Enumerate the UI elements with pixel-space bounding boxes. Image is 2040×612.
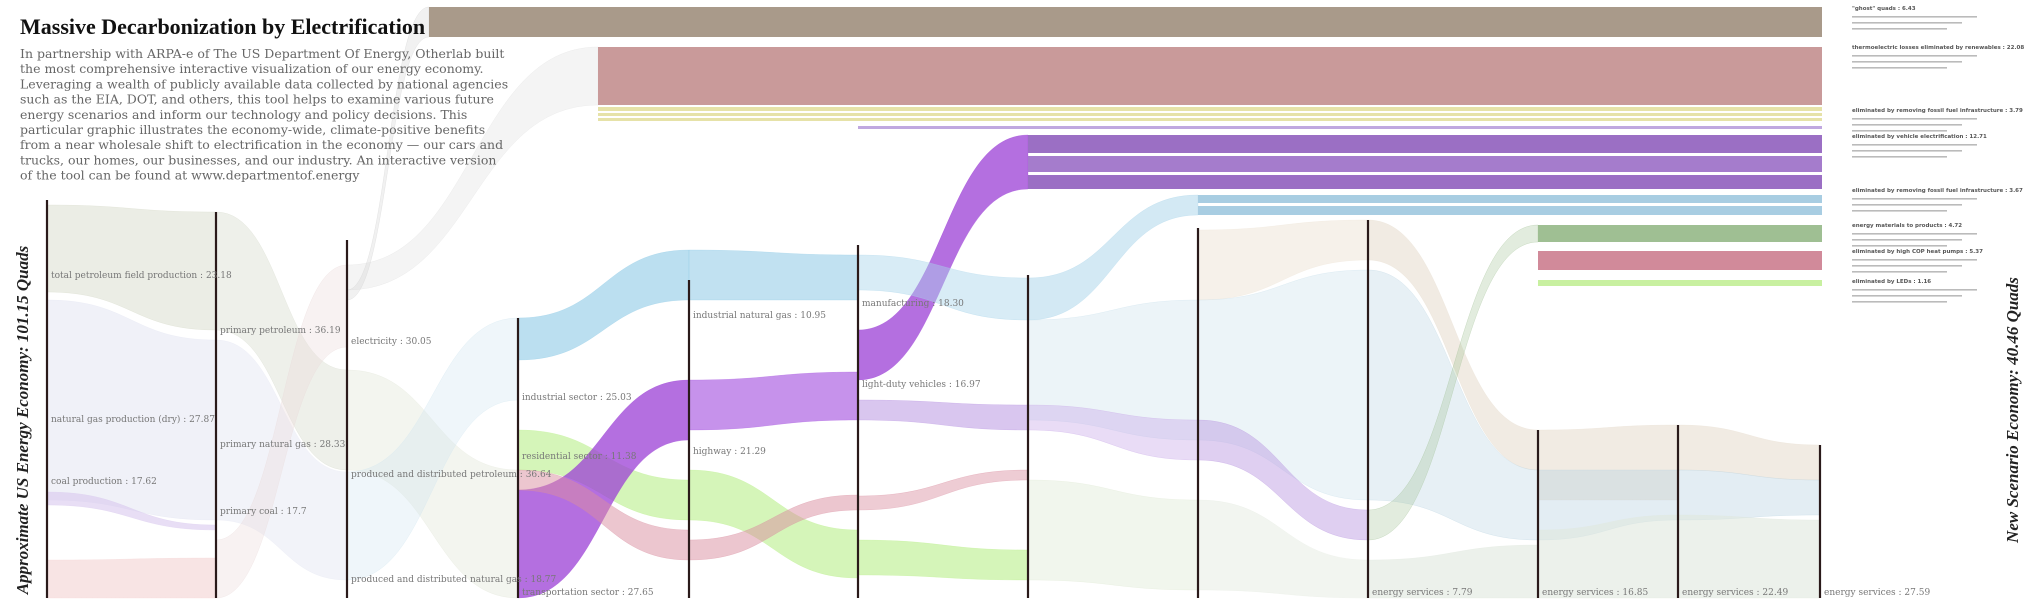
- note-text-line: [1852, 118, 1977, 120]
- block: [598, 107, 1822, 111]
- note-text-line: [1852, 55, 1977, 57]
- note-text-line: [1852, 289, 1977, 291]
- intro-line: energy scenarios and inform our technolo…: [20, 107, 467, 122]
- intro-line: Leveraging a wealth of publicly availabl…: [20, 76, 508, 91]
- note-text-line: [1852, 198, 1977, 200]
- intro-line: particular graphic illustrates the econo…: [20, 122, 485, 137]
- node-label: energy services : 7.79: [1372, 588, 1473, 598]
- block: [1538, 251, 1822, 270]
- note-text-line: [1852, 144, 1977, 146]
- block: [598, 47, 1822, 105]
- node-label: produced and distributed natural gas : 1…: [351, 575, 557, 585]
- intro-line: of the tool can be found at www.departme…: [20, 168, 360, 183]
- flow: [46, 557, 217, 599]
- node-label: energy services : 22.49: [1682, 588, 1788, 598]
- title: Massive Decarbonization by Electrificati…: [20, 14, 425, 39]
- note-text-line: [1852, 130, 1947, 132]
- block: [1538, 280, 1822, 286]
- note-text-line: [1852, 16, 1977, 18]
- notes: "ghost" quads : 6.43 thermoelectric losse…: [1852, 6, 2024, 303]
- note-text-line: [1852, 239, 1962, 241]
- block: [1028, 175, 1822, 189]
- block: [858, 126, 1822, 129]
- intro-line: such as the EIA, DOT, and others, this t…: [20, 92, 494, 107]
- node-label: natural gas production (dry) : 27.87: [51, 414, 215, 425]
- note-text-line: [1852, 259, 1977, 261]
- block: [1028, 156, 1822, 172]
- note-text-line: [1852, 265, 1962, 267]
- note-heading: eliminated by LEDs : 1.16: [1852, 279, 1931, 285]
- note-text-line: [1852, 150, 1962, 152]
- note-text-line: [1852, 295, 1962, 297]
- block: [1198, 195, 1822, 203]
- intro-line: In partnership with ARPA-e of The US Dep…: [20, 46, 504, 61]
- node-label: industrial natural gas : 10.95: [693, 311, 826, 321]
- note-heading: eliminated by vehicle electrification : …: [1852, 134, 1987, 140]
- node-label: total petroleum field production : 23.18: [51, 271, 232, 281]
- node-label: produced and distributed petroleum : 36.…: [351, 470, 552, 480]
- note-heading: eliminated by removing fossil fuel infra…: [1852, 108, 2023, 114]
- node-label: coal production : 17.62: [51, 477, 157, 487]
- flow: [1677, 514, 1821, 599]
- node-label: residential sector : 11.38: [522, 452, 637, 462]
- node-labels: total petroleum field production : 23.18…: [51, 271, 1930, 598]
- block: [1538, 225, 1822, 242]
- block: [1198, 206, 1822, 215]
- node-label: primary petroleum : 36.19: [220, 326, 341, 336]
- node-label: highway : 21.29: [693, 447, 766, 457]
- intro-line: from a near wholesale shift to electrifi…: [20, 137, 503, 152]
- left-label: Approximate US Energy Economy: 101.15 Qu…: [13, 245, 32, 595]
- node-label: energy services : 16.85: [1542, 588, 1648, 598]
- note-text-line: [1852, 233, 1977, 235]
- note-heading: thermoelectric losses eliminated by rene…: [1852, 45, 2024, 51]
- note-heading: energy materials to products : 4.72: [1852, 223, 1962, 229]
- block: [1028, 135, 1822, 153]
- note-text-line: [1852, 28, 1947, 30]
- intro-line: the most comprehensive interactive visua…: [20, 61, 484, 76]
- note-text-line: [1852, 204, 1962, 206]
- note-text-line: [1852, 61, 1962, 63]
- note-text-line: [1852, 245, 1947, 247]
- block: [598, 113, 1822, 116]
- node-label: manufacturing : 18.30: [862, 299, 964, 309]
- note-text-line: [1852, 156, 1947, 158]
- note-heading: eliminated by high COP heat pumps : 5.37: [1852, 249, 1983, 255]
- note-text-line: [1852, 301, 1947, 303]
- block: [598, 118, 1822, 121]
- node-label: industrial sector : 25.03: [522, 393, 632, 403]
- flow: [688, 249, 859, 301]
- intro-line: trucks, our homes, our businesses, and o…: [20, 152, 496, 167]
- node-label: energy services : 27.59: [1824, 588, 1930, 598]
- intro: In partnership with ARPA-e of The US Dep…: [20, 46, 508, 183]
- note-text-line: [1852, 124, 1962, 126]
- note-text-line: [1852, 22, 1962, 24]
- blocks: [429, 7, 1822, 286]
- note-heading: eliminated by removing fossil fuel infra…: [1852, 188, 2023, 194]
- note-text-line: [1852, 210, 1947, 212]
- node-label: electricity : 30.05: [351, 337, 432, 347]
- block: [429, 7, 1822, 37]
- node-label: primary natural gas : 28.33: [220, 440, 346, 450]
- note-text-line: [1852, 67, 1947, 69]
- note-heading: "ghost" quads : 6.43: [1852, 6, 1916, 12]
- right-label: New Scenario Economy: 40.46 Quads: [2003, 277, 2022, 544]
- node-label: primary coal : 17.7: [220, 507, 307, 517]
- note-text-line: [1852, 271, 1947, 273]
- flows: [46, 6, 1821, 599]
- flow: [1027, 194, 1199, 321]
- node-columns: [45, 200, 1822, 598]
- node-label: light-duty vehicles : 16.97: [862, 380, 981, 390]
- node-label: transportation sector : 27.65: [522, 588, 654, 598]
